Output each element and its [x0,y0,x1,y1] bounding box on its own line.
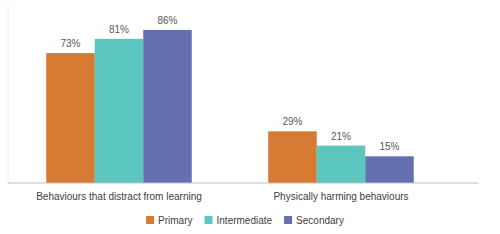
legend-label: Secondary [296,215,344,226]
legend-label: Intermediate [217,215,273,226]
chart: 73% 81% 86% 29% 21% 15% Behaviours that distra… [0,0,500,234]
legend-swatch [146,216,154,224]
bar [95,39,144,183]
legend-swatch [205,216,213,224]
data-label: 29% [282,116,302,127]
bar [143,30,192,183]
data-label: 86% [157,15,177,26]
value-axis-line [8,5,9,183]
data-label: 81% [109,24,129,35]
data-label: 21% [331,131,351,142]
baseline [8,183,478,184]
bar [46,53,95,183]
legend-label: Primary [158,215,192,226]
category-label: Behaviours that distract from learning [36,191,202,202]
legend: Primary Intermediate Secondary [146,215,344,226]
data-label: 73% [60,38,80,49]
bars [46,30,414,183]
category-label: Physically harming behaviours [273,191,408,202]
bar [268,131,317,183]
data-label: 15% [379,141,399,152]
data-labels: 73% 81% 86% 29% 21% 15% [60,15,399,152]
bar [365,156,414,183]
legend-swatch [284,216,292,224]
bar [317,146,366,183]
